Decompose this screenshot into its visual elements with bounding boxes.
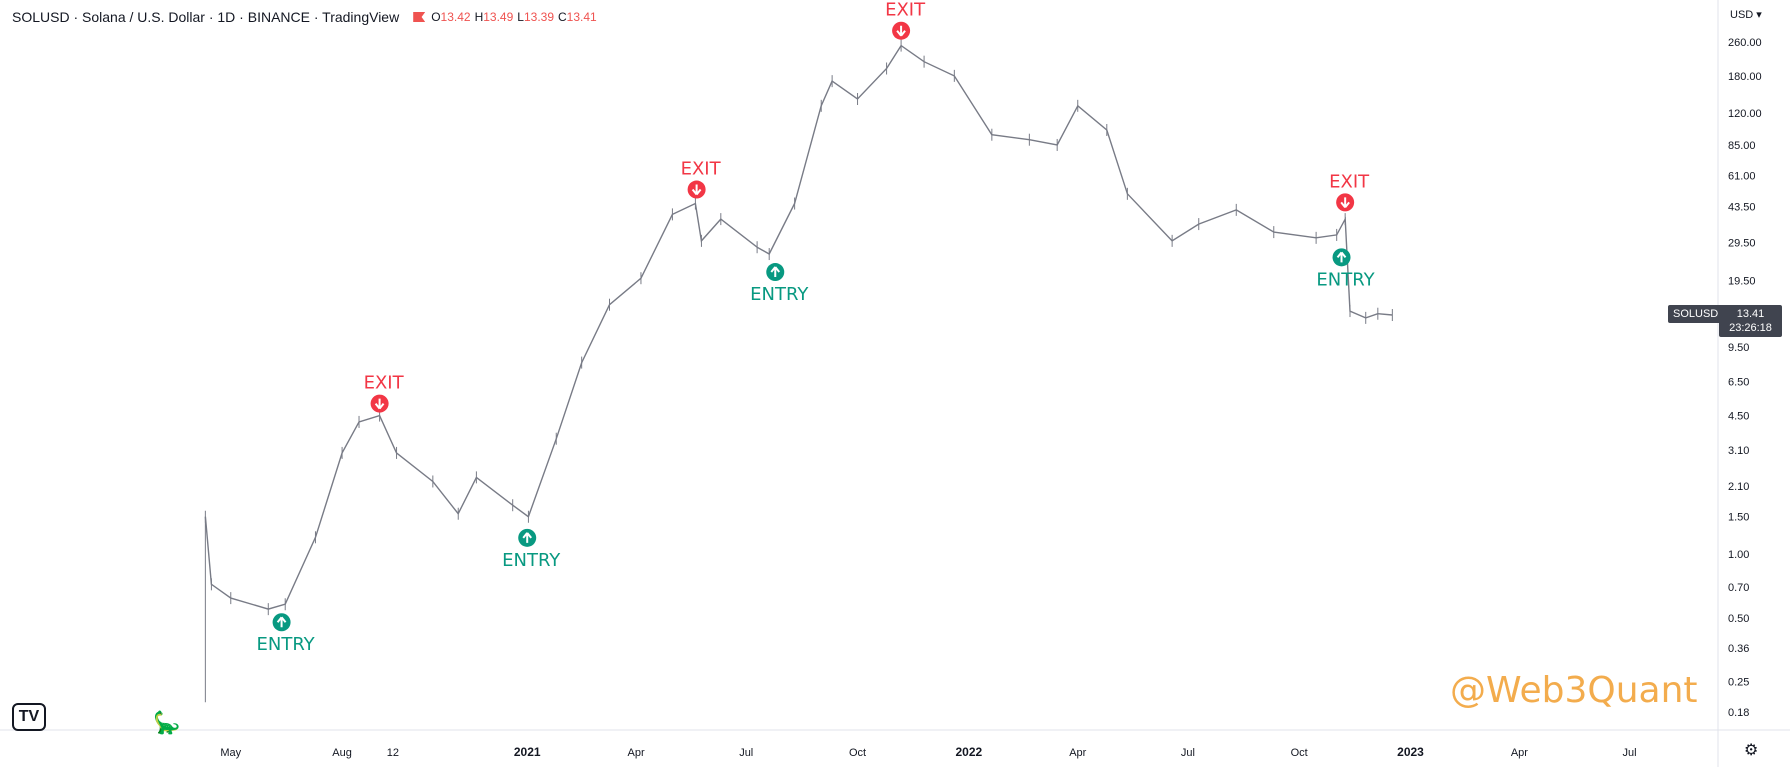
- gear-icon[interactable]: ⚙: [1744, 742, 1759, 759]
- price-tick-label: 260.00: [1728, 37, 1762, 49]
- time-tick-label: Jul: [1622, 747, 1636, 759]
- ohlc-high: H13.49: [474, 10, 514, 24]
- price-tick-label: 6.50: [1728, 377, 1749, 389]
- exit-label: EXIT: [681, 159, 722, 180]
- ohlc-low: L13.39: [517, 10, 554, 24]
- dinosaur-icon[interactable]: 🦕: [153, 710, 181, 735]
- arrow-up-icon: [1336, 251, 1347, 263]
- ohlc-close: C13.41: [558, 10, 597, 24]
- price-tick-label: 43.50: [1728, 202, 1756, 214]
- last-price-value: 13.41: [1736, 308, 1765, 320]
- symbol-price-label: SOLUSD: [1668, 305, 1724, 323]
- price-tick-label: 180.00: [1728, 71, 1762, 83]
- arrow-up-icon: [276, 616, 287, 628]
- price-tick-label: 0.36: [1728, 643, 1749, 655]
- tradingview-logo-icon[interactable]: TV: [12, 703, 46, 731]
- price-tick-label: 1.00: [1728, 549, 1749, 561]
- price-tick-label: 0.18: [1728, 707, 1749, 719]
- last-price-box: 13.41 23:26:18: [1719, 305, 1782, 337]
- watermark-text: @Web3Quant: [1450, 670, 1698, 711]
- price-tick-label: 9.50: [1728, 342, 1749, 354]
- entry-label: ENTRY: [502, 550, 561, 571]
- price-tick-label: 61.00: [1728, 171, 1756, 183]
- price-tick-label: 29.50: [1728, 237, 1756, 249]
- exit-label: EXIT: [885, 0, 926, 21]
- time-tick-label: 2021: [514, 745, 541, 759]
- currency-select[interactable]: USD ▾: [1730, 9, 1762, 21]
- arrow-down-icon: [896, 25, 906, 37]
- time-tick-label: Oct: [849, 747, 866, 759]
- price-tick-label: 1.50: [1728, 512, 1749, 524]
- price-tick-label: 0.25: [1728, 677, 1749, 689]
- ohlc-values: O13.42 H13.49 L13.39 C13.41: [431, 10, 597, 24]
- time-tick-label: 2022: [956, 745, 983, 759]
- price-tick-label: 0.50: [1728, 613, 1749, 625]
- price-tick-label: 2.10: [1728, 481, 1749, 493]
- arrow-down-icon: [691, 184, 702, 196]
- time-tick-label: Jul: [739, 747, 753, 759]
- entry-label: ENTRY: [750, 284, 809, 305]
- countdown-timer: 23:26:18: [1729, 322, 1772, 334]
- chart-header: SOLUSD · Solana / U.S. Dollar · 1D · BIN…: [12, 9, 597, 25]
- price-tick-label: 85.00: [1728, 140, 1756, 152]
- time-tick-label: 2023: [1397, 745, 1424, 759]
- price-tick-label: 120.00: [1728, 108, 1762, 120]
- arrow-up-icon: [770, 266, 781, 278]
- time-tick-label: Apr: [628, 747, 645, 759]
- symbol-title[interactable]: SOLUSD · Solana / U.S. Dollar · 1D · BIN…: [12, 9, 400, 25]
- flag-icon[interactable]: [413, 12, 426, 22]
- time-tick-label: May: [220, 747, 241, 759]
- entry-label: ENTRY: [256, 634, 315, 655]
- entry-label: ENTRY: [1316, 269, 1375, 290]
- price-tick-label: 3.10: [1728, 445, 1749, 457]
- time-tick-label: Apr: [1069, 747, 1086, 759]
- ohlc-open: O13.42: [431, 10, 471, 24]
- exit-label: EXIT: [364, 373, 405, 394]
- time-tick-label: Jul: [1181, 747, 1195, 759]
- price-tick-label: 0.70: [1728, 582, 1749, 594]
- arrow-up-icon: [522, 532, 532, 543]
- arrow-down-icon: [374, 398, 385, 410]
- price-series-line: [204, 44, 1393, 610]
- arrow-down-icon: [1340, 197, 1350, 208]
- price-tick-label: 19.50: [1728, 276, 1756, 288]
- time-tick-label: 12: [387, 747, 399, 759]
- time-tick-label: Oct: [1291, 747, 1308, 759]
- time-tick-label: Aug: [332, 747, 352, 759]
- exit-label: EXIT: [1329, 171, 1370, 192]
- time-tick-label: Apr: [1511, 747, 1528, 759]
- price-tick-label: 4.50: [1728, 411, 1749, 423]
